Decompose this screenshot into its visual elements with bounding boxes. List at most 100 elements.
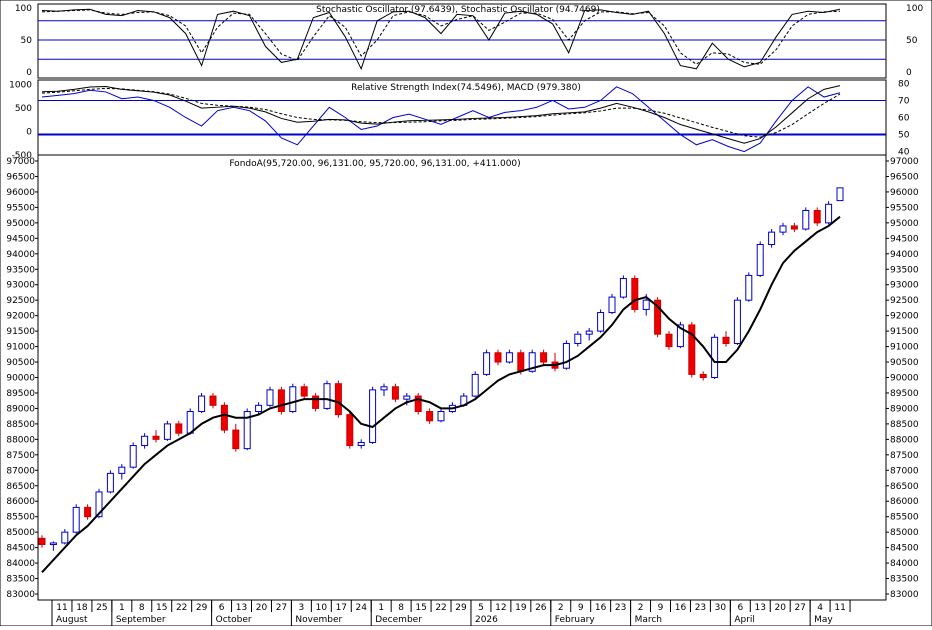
price-left-tick-label: 97000 (6, 157, 35, 167)
x-tick-label: 2 (558, 603, 564, 613)
x-month-label: March (635, 615, 662, 625)
rsi-tick-label: 40 (898, 148, 910, 158)
x-month-label: August (56, 615, 88, 625)
axes: 0 0 50 50 100 100 -500 0 500 1000 40 50 60 70 80 83000 8… (6, 4, 923, 626)
price-left-tick-label: 94000 (6, 250, 35, 260)
candle-body (642, 299, 650, 310)
price-right-tick-label: 84500 (890, 544, 919, 554)
x-month-label: May (814, 615, 833, 625)
price-left-tick-label: 88500 (6, 420, 35, 430)
price-right-tick-label: 87000 (890, 466, 919, 476)
price-left-tick-label: 87000 (6, 466, 35, 476)
candle-body (483, 352, 491, 375)
price-left-tick-label: 84500 (6, 544, 35, 554)
price-left-tick-label: 94500 (6, 234, 35, 244)
stochastic-right-tick-label: 50 (906, 36, 918, 46)
candle-body (676, 324, 684, 348)
price-right-tick-label: 85500 (890, 513, 919, 523)
price-left-tick-label: 85000 (6, 528, 35, 538)
x-tick-label: 6 (219, 603, 225, 613)
candle-body (597, 312, 605, 332)
candle-body (654, 299, 662, 335)
price-left-tick-label: 89000 (6, 404, 35, 414)
price-right-tick-label: 92500 (890, 296, 919, 306)
price-right-tick-label: 96500 (890, 172, 919, 182)
candle-body (608, 296, 616, 314)
candle-body (836, 187, 844, 202)
x-tick-label: 9 (658, 603, 664, 613)
x-tick-label: 20 (256, 603, 268, 613)
candle-body (585, 330, 593, 335)
stochastic-left-tick-label: 50 (21, 36, 33, 46)
candle-body (505, 352, 513, 363)
price-right-tick-label: 88500 (890, 420, 919, 430)
x-tick-label: 10 (316, 603, 328, 613)
candle-body (84, 506, 92, 518)
candle-body (779, 225, 787, 233)
price-right-tick-label: 96000 (890, 188, 919, 198)
price-right-tick-label: 95500 (890, 203, 919, 213)
candlesticks (38, 187, 844, 551)
price-right-tick-label: 92000 (890, 312, 919, 322)
x-tick-label: 25 (96, 603, 107, 613)
candle-body (688, 324, 696, 375)
candle-body (494, 352, 502, 363)
x-month-label: April (734, 615, 755, 625)
price-left-tick-label: 96500 (6, 172, 35, 182)
x-tick-label: 26 (535, 603, 547, 613)
candle-body (289, 386, 297, 413)
moving-average-line (41, 215, 841, 574)
candle-body (49, 542, 57, 546)
candle-body (186, 411, 194, 434)
candle-body (825, 203, 833, 224)
candle-body (266, 389, 274, 406)
price-right-tick-label: 85000 (890, 528, 919, 538)
candle-body (369, 389, 377, 443)
x-tick-label: 16 (675, 603, 687, 613)
x-tick-label: 12 (495, 603, 506, 613)
stochastic-series (41, 8, 841, 71)
candle-body (403, 395, 411, 400)
price-right-tick-label: 97000 (890, 157, 919, 167)
x-tick-label: 27 (794, 603, 805, 613)
candle-body (562, 342, 570, 369)
candle-body (722, 336, 730, 344)
stochastic-title: Stochastic Oscillator (97.6439), Stochas… (316, 5, 600, 15)
x-tick-label: 13 (755, 603, 766, 613)
x-tick-label: 17 (336, 603, 347, 613)
candle-body (380, 386, 388, 391)
x-tick-label: 22 (435, 603, 446, 613)
candle-body (517, 352, 525, 372)
rsi-tick-label: 70 (898, 96, 910, 106)
macd-tick-label: -500 (12, 151, 33, 161)
grid-lines (38, 20, 886, 136)
candle-body (733, 299, 741, 344)
candle-body (756, 244, 764, 276)
x-tick-label: 8 (139, 603, 145, 613)
x-tick-label: 5 (478, 603, 484, 613)
x-tick-label: 23 (695, 603, 706, 613)
candle-body (255, 404, 263, 413)
price-left-tick-label: 90500 (6, 358, 35, 368)
price-right-tick-label: 94000 (890, 250, 919, 260)
candle-body (312, 395, 320, 409)
candle-body (802, 209, 810, 230)
price-left-tick-label: 96000 (6, 188, 35, 198)
price-right-tick-label: 83500 (890, 575, 919, 585)
candle-body (768, 231, 776, 246)
x-tick-label: 8 (398, 603, 404, 613)
x-month-label: September (116, 615, 166, 625)
x-tick-label: 29 (455, 603, 467, 613)
price-right-tick-label: 93000 (890, 281, 919, 291)
candle-body (346, 414, 354, 447)
x-tick-label: 3 (299, 603, 305, 613)
price-right-tick-label: 84000 (890, 559, 919, 569)
x-tick-label: 30 (715, 603, 727, 613)
candle-body (699, 373, 707, 378)
candle-body (711, 336, 719, 378)
price-right-tick-label: 91500 (890, 327, 919, 337)
price-left-tick-label: 95500 (6, 203, 35, 213)
candle-body (95, 491, 103, 518)
price-right-tick-label: 89000 (890, 404, 919, 414)
